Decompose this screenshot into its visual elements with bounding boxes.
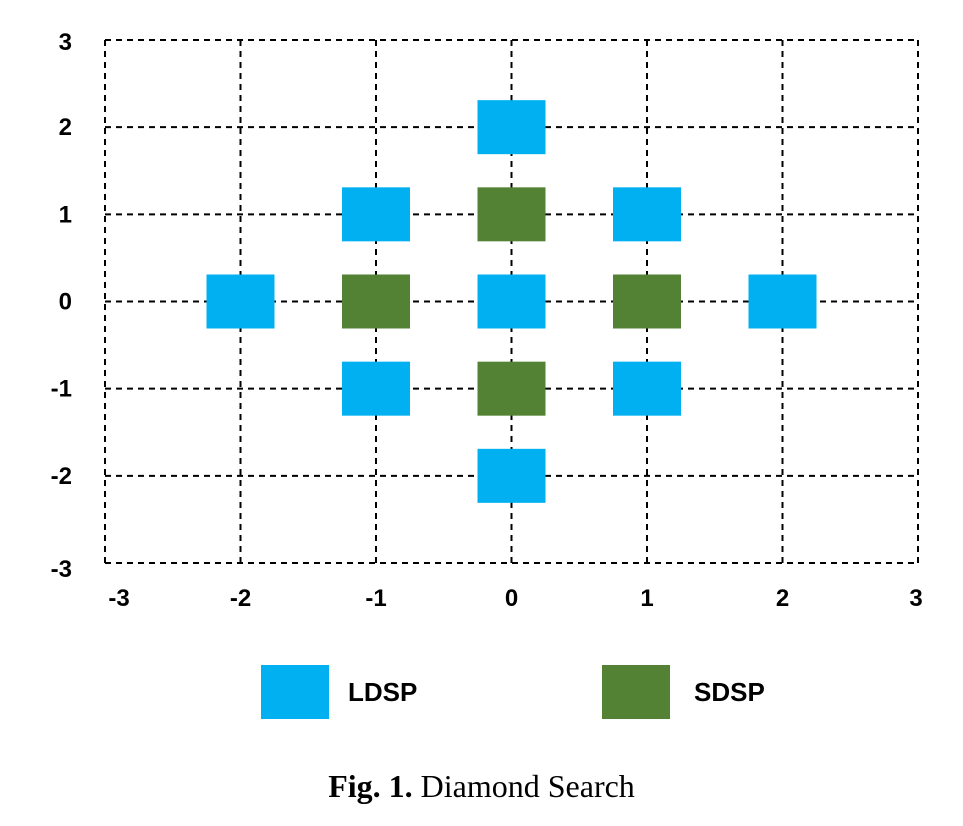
y-tick-label: -3 <box>51 556 72 583</box>
y-tick-label: 2 <box>59 114 72 141</box>
ldsp-point <box>342 361 410 416</box>
legend-label-sdsp: SDSP <box>694 677 765 707</box>
y-tick-label: 3 <box>59 29 72 56</box>
x-tick-label: -1 <box>365 585 386 612</box>
x-tick-label: -3 <box>108 585 129 612</box>
legend-label-ldsp: LDSP <box>348 677 417 707</box>
x-tick-label: 2 <box>776 585 789 612</box>
y-tick-label: -1 <box>51 376 72 403</box>
ldsp-point <box>206 274 275 329</box>
y-axis-tick-labels: 3 2 1 0 -1 -2 -3 <box>51 29 72 583</box>
ldsp-point <box>477 100 546 155</box>
caption-prefix: Fig. 1. <box>328 768 413 804</box>
caption-text: Diamond Search <box>420 768 635 804</box>
sdsp-point <box>342 274 410 329</box>
figure-caption: Fig. 1. Diamond Search <box>0 768 963 805</box>
y-tick-label: -2 <box>51 463 72 490</box>
y-tick-label: 0 <box>59 289 72 316</box>
legend: LDSP SDSP <box>261 665 765 719</box>
x-tick-label: 3 <box>909 585 922 612</box>
y-tick-label: 1 <box>59 201 72 228</box>
ldsp-point <box>342 187 410 242</box>
legend-swatch-sdsp <box>602 665 670 719</box>
ldsp-point <box>613 187 681 242</box>
ldsp-point <box>613 361 681 416</box>
plot-markers <box>206 100 817 503</box>
x-tick-label: -2 <box>230 585 251 612</box>
ldsp-point <box>477 448 546 503</box>
ldsp-point <box>748 274 817 329</box>
x-tick-label: 1 <box>640 585 653 612</box>
ldsp-point <box>477 274 546 329</box>
legend-swatch-ldsp <box>261 665 329 719</box>
sdsp-point <box>477 187 546 242</box>
x-tick-label: 0 <box>505 585 518 612</box>
sdsp-point <box>477 361 546 416</box>
x-axis-tick-labels: -3 -2 -1 0 1 2 3 <box>108 585 922 612</box>
sdsp-point <box>613 274 681 329</box>
